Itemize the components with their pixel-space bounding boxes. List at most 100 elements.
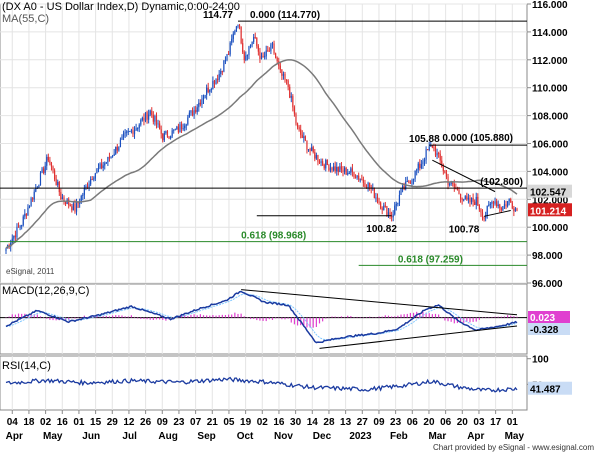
macd-hist-bar [146, 317, 148, 320]
level-label-114770: 0.000 (114.770) [250, 10, 320, 21]
candle-body-up [411, 180, 413, 184]
candle-body-up [232, 33, 234, 39]
candle-body-up [464, 196, 466, 200]
macd-hist-bar [293, 317, 296, 325]
candle-body-down [477, 196, 479, 206]
candle-body-down [289, 86, 291, 98]
candle-body-up [11, 238, 13, 244]
candle-body-up [333, 166, 335, 171]
macd-hist-bar [111, 315, 114, 318]
macd-hist-bar [503, 316, 506, 318]
candle-body-up [57, 182, 59, 186]
price-y-tick-label: 110.000 [532, 84, 568, 95]
macd-hist-bar [375, 317, 377, 318]
candle-body-up [428, 146, 430, 151]
candle-body-down [60, 192, 62, 200]
macd-hist-bar [409, 312, 412, 318]
macd-hist-bar [466, 317, 468, 322]
candle-body-down [453, 183, 455, 188]
price-y-tick-label: 104.000 [532, 167, 569, 178]
macd-hist-bar [497, 316, 499, 318]
candle-body-up [307, 149, 310, 151]
price-y-tick-label: 112.000 [532, 56, 568, 67]
candle-body-up [185, 124, 187, 126]
x-tick-label: 27 [357, 417, 369, 428]
candle-body-up [79, 202, 81, 204]
candle-body-down [285, 79, 288, 81]
x-month-label: Nov [274, 431, 293, 442]
candle-body-down [55, 179, 57, 186]
candle-body-down [17, 226, 20, 228]
candle-body-up [231, 38, 233, 43]
rsi-value-tag-bg [528, 381, 572, 395]
candle-body-up [412, 178, 415, 181]
candle-body-up [93, 178, 95, 180]
candle-body-up [343, 167, 346, 172]
candle-body-up [19, 226, 21, 228]
candle-body-down [433, 147, 435, 149]
ma-label: MA(55,C) [2, 13, 50, 25]
candle-body-up [436, 153, 438, 156]
candle-body-down [337, 166, 339, 172]
macd-hist-bar [77, 317, 79, 318]
candle-body-down [373, 187, 375, 198]
rsi-label: RSI(14,C) [2, 360, 51, 372]
candle-body-up [97, 168, 100, 170]
candle-body-up [44, 165, 46, 173]
candle-body-up [329, 167, 332, 171]
macd-hist-bar [369, 316, 371, 318]
candle-body-up [21, 225, 23, 227]
x-tick-label: 23 [173, 417, 185, 428]
macd-hist-bar [46, 317, 48, 319]
macd-hist-bar [184, 315, 186, 318]
candle-body-down [53, 170, 56, 180]
macd-signal-line [5, 293, 518, 341]
candle-body-down [74, 203, 76, 212]
candle-body-down [466, 196, 468, 200]
candle-body-down [441, 160, 443, 168]
macd-hist-bar [5, 317, 7, 319]
candle-body-up [237, 25, 239, 27]
candle-body-down [275, 53, 277, 58]
candle-body-up [16, 226, 18, 238]
macd-hist-bar [52, 317, 54, 321]
macd-hist-bar [162, 317, 164, 320]
macd-hist-bar [287, 317, 289, 319]
candle-body-up [218, 73, 220, 80]
macd-hist-bar [359, 316, 361, 318]
candle-body-up [488, 204, 490, 206]
candle-body-up [347, 173, 349, 175]
candle-body-up [375, 197, 377, 199]
macd-hist-bar [362, 317, 364, 319]
candle-body-up [311, 147, 313, 151]
candle-body-down [180, 124, 183, 129]
x-tick-label: 02 [40, 417, 52, 428]
candle-body-up [140, 120, 142, 125]
macd-hist-bar [243, 316, 245, 318]
macd-hist-bar [278, 317, 280, 319]
candle-body-down [511, 202, 513, 209]
macd-hist-bar [140, 317, 142, 319]
macd-hist-bar [193, 314, 195, 318]
macd-hist-bar [431, 314, 433, 318]
candle-body-down [461, 198, 463, 201]
candle-body-down [166, 131, 169, 137]
last-price-tag: 101.214 [530, 206, 567, 217]
trough-label: 100.82 [366, 224, 397, 235]
candle-body-up [420, 164, 422, 169]
macd-hist-bar [133, 316, 136, 318]
candle-body-up [383, 205, 385, 210]
candle-body-up [88, 184, 90, 189]
candle-body-down [505, 204, 507, 207]
candle-body-down [64, 200, 67, 205]
macd-triangle-upper [241, 289, 518, 316]
candle-body-up [96, 169, 98, 174]
candle-body-up [422, 161, 424, 165]
x-tick-label: 06 [440, 417, 452, 428]
macd-hist-bar [331, 316, 333, 318]
candle-body-down [386, 206, 388, 216]
macd-value-tag: -0.328 [530, 325, 559, 336]
candle-body-down [317, 155, 319, 162]
candle-body-up [187, 117, 189, 125]
macd-hist-bar [340, 316, 343, 318]
